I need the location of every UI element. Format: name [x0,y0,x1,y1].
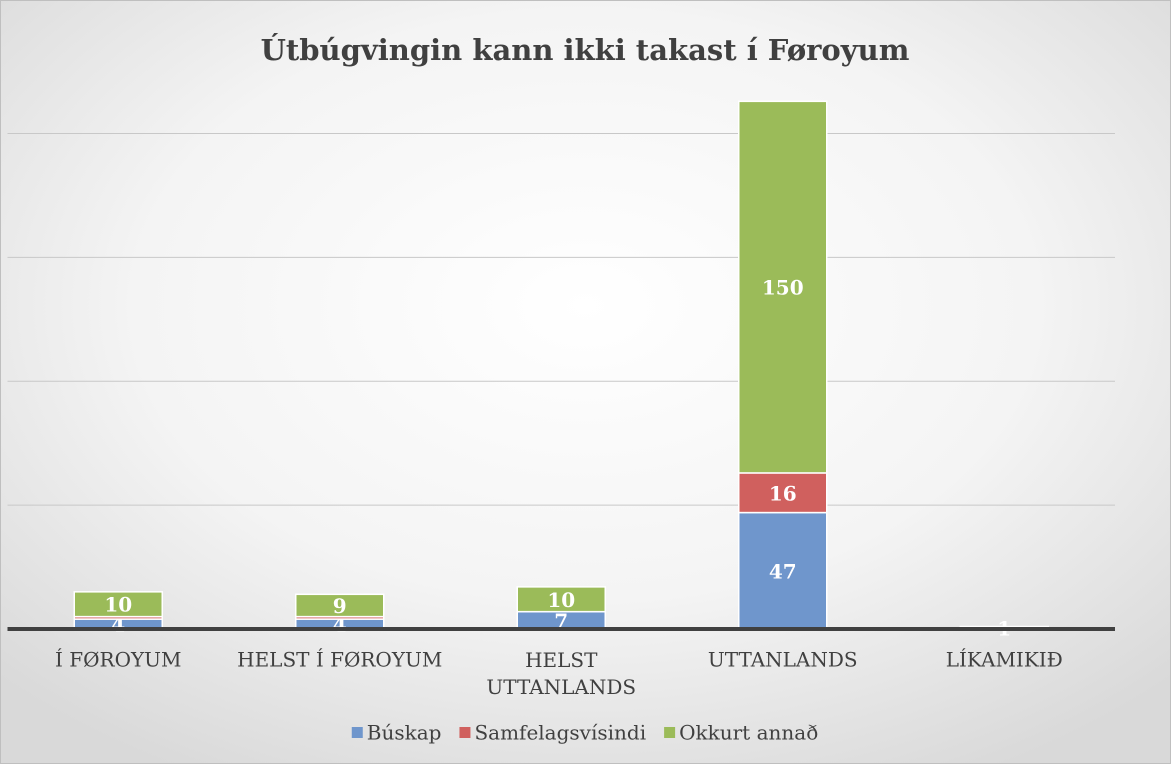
legend: Búskap Samfelagsvísindi Okkurt annað [351,721,818,745]
data-label: 150 [762,276,804,300]
bar-segment [516,586,606,613]
x-tick-label: HELST UTTANLANDS [486,648,636,699]
x-tick-label: HELST Í FØROYUM [237,648,442,672]
data-label: 9 [333,594,347,618]
legend-swatch [459,727,471,738]
chart-title: Útbúgvingin kann ikki takast í Føroyum [261,32,910,67]
x-tick-label: LÍKAMIKIÐ [946,648,1063,672]
legend-label: Samfelagsvísindi [474,721,646,745]
legend-label: Búskap [367,721,442,745]
data-label: 10 [547,588,575,612]
bar-segment [738,472,828,514]
bar-segment [738,511,828,630]
legend-label: Okkurt annað [679,721,818,745]
data-label: 10 [104,593,132,617]
data-label: 7 [554,609,568,633]
data-label: 16 [769,481,797,505]
bar-segment [295,593,385,618]
data-label: 47 [769,559,797,583]
legend-swatch [351,727,363,738]
bar-segment [73,591,163,618]
bar-segment [738,100,828,474]
legend-swatch [664,727,676,738]
x-tick-label: UTTANLANDS [708,648,858,672]
x-tick-label: Í FØROYUM [55,648,182,672]
